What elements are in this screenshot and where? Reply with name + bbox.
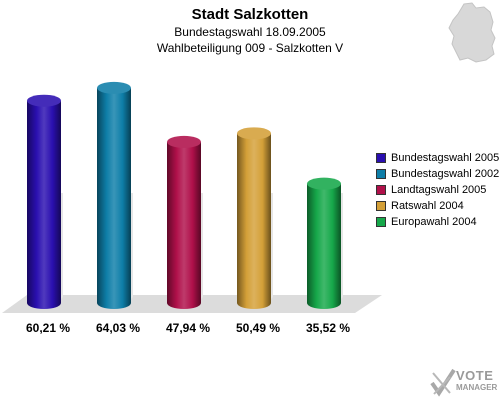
bar-top (97, 81, 131, 94)
bar-body (97, 87, 131, 310)
bar-body (167, 141, 201, 309)
bar-2 (97, 81, 131, 310)
vote-manager-logo: VOTE MANAGER (430, 366, 498, 398)
bar-4 (237, 127, 271, 309)
value-label: 60,21 % (26, 321, 70, 335)
value-label: 47,94 % (166, 321, 210, 335)
chart-subtitle-election: Bundestagswahl 18.09.2005 (174, 25, 326, 39)
bar-5 (307, 177, 341, 309)
legend-swatch (376, 201, 386, 211)
bar-top (237, 127, 271, 140)
legend-label: Landtagswahl 2005 (391, 184, 487, 196)
bar-body (27, 100, 61, 309)
bar-body (237, 133, 271, 309)
legend-item: Ratswahl 2004 (376, 198, 499, 214)
legend-swatch (376, 185, 386, 195)
checkmark-x-icon (430, 368, 456, 397)
bar-1 (27, 94, 61, 309)
value-label: 35,52 % (306, 321, 350, 335)
bar-3 (167, 135, 201, 309)
bar-top (307, 177, 341, 190)
chart-subtitle-turnout: Wahlbeteiligung 009 - Salzkotten V (156, 41, 344, 55)
logo-text-vote: VOTE (456, 368, 494, 383)
legend-label: Ratswahl 2004 (391, 200, 464, 212)
legend-swatch (376, 169, 386, 179)
chart-legend: Bundestagswahl 2005 Bundestagswahl 2002 La… (376, 150, 499, 230)
logo-text-manager: MANAGER (456, 383, 498, 392)
chart-header: Stadt Salzkotten Bundestagswahl 18.09.20… (0, 6, 500, 56)
legend-swatch (376, 217, 386, 227)
bar-top (167, 135, 201, 148)
value-label: 64,03 % (96, 321, 140, 335)
bar-top (27, 94, 61, 107)
legend-item: Europawahl 2004 (376, 214, 499, 230)
value-label: 50,49 % (236, 321, 280, 335)
germany-map-icon (448, 2, 496, 63)
legend-label: Bundestagswahl 2005 (391, 152, 500, 164)
legend-swatch (376, 153, 386, 163)
legend-item: Bundestagswahl 2005 (376, 150, 499, 166)
legend-item: Bundestagswahl 2002 (376, 166, 499, 182)
legend-label: Bundestagswahl 2002 (391, 168, 500, 180)
legend-item: Landtagswahl 2005 (376, 182, 499, 198)
legend-label: Europawahl 2004 (391, 216, 477, 228)
bar-body (307, 183, 341, 309)
chart-title: Stadt Salzkotten (191, 6, 309, 23)
